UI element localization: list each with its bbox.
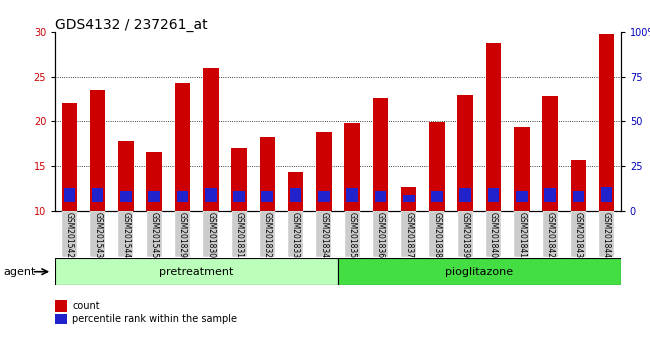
Text: GSM201833: GSM201833 xyxy=(291,212,300,258)
Bar xyxy=(290,188,302,202)
Bar xyxy=(573,191,584,202)
Bar xyxy=(458,211,473,257)
Text: GSM201542: GSM201542 xyxy=(65,212,74,258)
Text: percentile rank within the sample: percentile rank within the sample xyxy=(72,314,237,324)
Bar xyxy=(458,95,473,211)
Bar xyxy=(120,191,132,202)
Text: GSM201840: GSM201840 xyxy=(489,212,498,258)
Text: GSM201835: GSM201835 xyxy=(348,212,357,258)
Text: GSM201836: GSM201836 xyxy=(376,212,385,258)
Text: GSM201837: GSM201837 xyxy=(404,212,413,258)
Text: count: count xyxy=(72,301,100,311)
Bar xyxy=(373,211,388,257)
Bar xyxy=(460,188,471,202)
Bar xyxy=(231,148,247,211)
Bar xyxy=(146,152,162,211)
Text: GSM201843: GSM201843 xyxy=(574,212,583,258)
Bar xyxy=(205,188,216,202)
Bar xyxy=(372,98,388,211)
Text: GSM201838: GSM201838 xyxy=(432,212,441,258)
Bar xyxy=(62,103,77,211)
Bar xyxy=(147,211,162,257)
Text: GSM201829: GSM201829 xyxy=(178,212,187,258)
Bar xyxy=(260,211,275,257)
Bar xyxy=(92,188,103,202)
Text: GSM201834: GSM201834 xyxy=(319,212,328,258)
Text: agent: agent xyxy=(3,267,36,277)
Bar xyxy=(403,195,415,202)
Bar xyxy=(430,211,445,257)
Text: pretreatment: pretreatment xyxy=(159,267,234,277)
Bar xyxy=(486,211,501,257)
Text: GSM201544: GSM201544 xyxy=(122,212,131,258)
Bar xyxy=(261,191,273,202)
Bar xyxy=(486,42,501,211)
Bar xyxy=(62,211,77,257)
Text: GDS4132 / 237261_at: GDS4132 / 237261_at xyxy=(55,18,208,32)
Bar xyxy=(55,258,338,285)
Bar xyxy=(175,211,190,257)
Bar xyxy=(90,211,105,257)
Bar xyxy=(401,187,417,211)
Bar xyxy=(488,188,499,202)
Bar xyxy=(118,211,133,257)
Bar xyxy=(571,211,586,257)
Bar xyxy=(543,211,558,257)
Bar xyxy=(346,188,358,202)
Bar xyxy=(601,187,612,202)
Bar xyxy=(514,127,530,211)
Bar xyxy=(175,83,190,211)
Bar xyxy=(233,191,245,202)
Text: GSM201839: GSM201839 xyxy=(461,212,470,258)
Text: GSM201842: GSM201842 xyxy=(545,212,554,258)
Bar xyxy=(203,68,218,211)
Text: GSM201543: GSM201543 xyxy=(93,212,102,258)
Bar xyxy=(288,172,304,211)
Bar xyxy=(259,137,275,211)
Bar xyxy=(401,211,416,257)
Bar xyxy=(514,211,529,257)
Bar xyxy=(317,211,332,257)
Bar xyxy=(599,211,614,257)
Text: GSM201545: GSM201545 xyxy=(150,212,159,258)
Text: GSM201831: GSM201831 xyxy=(235,212,244,258)
Bar xyxy=(542,96,558,211)
Text: pioglitazone: pioglitazone xyxy=(445,267,514,277)
Bar xyxy=(374,191,386,202)
Text: GSM201844: GSM201844 xyxy=(602,212,611,258)
Text: GSM201841: GSM201841 xyxy=(517,212,526,258)
Bar xyxy=(64,188,75,202)
Text: GSM201832: GSM201832 xyxy=(263,212,272,258)
Bar xyxy=(571,160,586,211)
Bar xyxy=(90,90,105,211)
Bar xyxy=(118,141,134,211)
Bar xyxy=(344,211,359,257)
Bar xyxy=(429,122,445,211)
Bar xyxy=(148,191,160,202)
Bar xyxy=(544,188,556,202)
Bar xyxy=(344,123,360,211)
Bar xyxy=(203,211,218,257)
Bar xyxy=(231,211,246,257)
Bar xyxy=(338,258,621,285)
Bar xyxy=(318,191,330,202)
Bar xyxy=(288,211,303,257)
Text: GSM201830: GSM201830 xyxy=(206,212,215,258)
Bar xyxy=(599,34,614,211)
Bar xyxy=(177,191,188,202)
Bar xyxy=(516,191,528,202)
Bar xyxy=(431,191,443,202)
Bar xyxy=(316,132,332,211)
